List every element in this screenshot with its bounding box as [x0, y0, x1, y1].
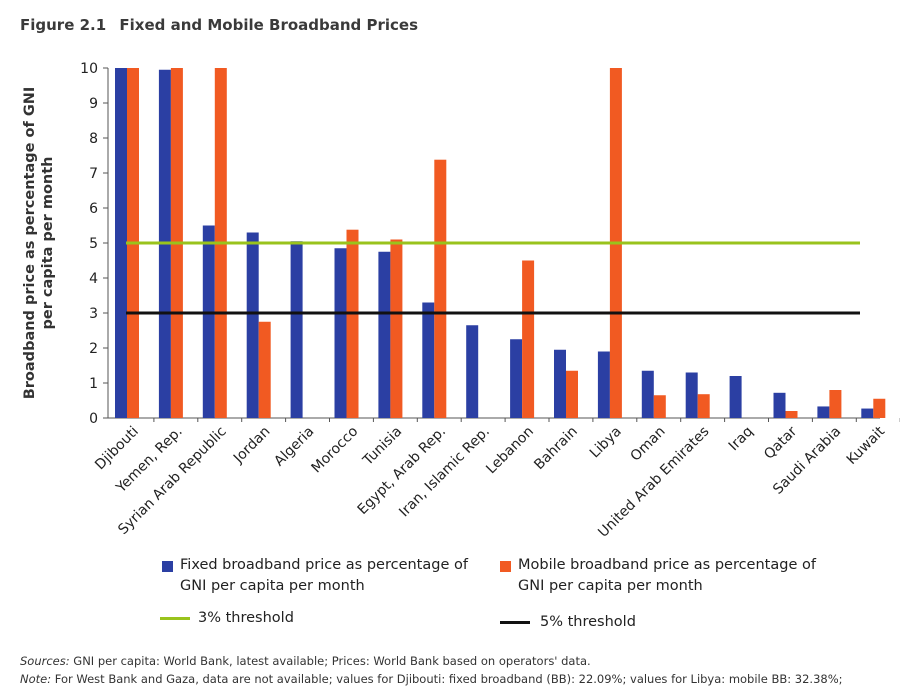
- figure-number: Figure 2.1: [20, 16, 107, 34]
- y-tick-label: 6: [89, 201, 98, 217]
- bar-fixed: [422, 302, 435, 418]
- y-tick-label: 7: [89, 166, 98, 182]
- x-tick-label: Qatar: [761, 423, 800, 462]
- y-tick-label: 1: [89, 376, 98, 392]
- y-tick-label: 0: [89, 411, 98, 427]
- x-tick-label: Libya: [587, 424, 625, 462]
- legend-mobile-label: Mobile broadband price as percentage of …: [518, 557, 816, 594]
- bar-fixed: [334, 248, 347, 418]
- figure-title-text: Fixed and Mobile Broadband Prices: [119, 16, 419, 34]
- y-tick-label: 9: [89, 96, 98, 112]
- bar-mobile: [346, 229, 359, 418]
- bar-fixed: [466, 325, 479, 418]
- bar-fixed: [773, 392, 786, 418]
- note-text: For West Bank and Gaza, data are not ava…: [54, 672, 843, 686]
- legend-mobile-swatch: [500, 561, 511, 572]
- bar-fixed: [378, 251, 391, 418]
- sources-label: Sources:: [20, 654, 70, 668]
- bar-mobile: [390, 239, 403, 418]
- bar-mobile: [653, 395, 666, 418]
- bar-fixed: [817, 406, 830, 418]
- bar-mobile: [829, 390, 842, 418]
- bar-mobile: [522, 260, 535, 418]
- x-tick-label: Bahrain: [531, 424, 581, 474]
- bar-fixed: [202, 225, 215, 418]
- bar-fixed: [729, 376, 742, 418]
- y-tick-label: 3: [89, 306, 98, 322]
- legend-threshold-black-label: 5% threshold: [540, 614, 636, 630]
- bar-mobile: [697, 394, 710, 418]
- x-tick-label: Kuwait: [844, 423, 889, 468]
- x-tick-label: Jordan: [230, 424, 274, 468]
- sources-note: Sources: GNI per capita: World Bank, lat…: [20, 654, 591, 668]
- bar-fixed: [115, 68, 127, 418]
- y-tick-label: 2: [89, 341, 98, 357]
- y-tick-label: 10: [80, 61, 98, 77]
- sources-text: GNI per capita: World Bank, latest avail…: [73, 654, 591, 668]
- bar-fixed: [510, 339, 523, 418]
- bar-mobile: [566, 370, 578, 418]
- footnote: Note: For West Bank and Gaza, data are n…: [20, 672, 843, 686]
- x-tick-label: Morocco: [309, 424, 362, 477]
- x-tick-label: Oman: [628, 424, 669, 465]
- bar-fixed: [290, 241, 303, 418]
- bar-mobile: [258, 321, 271, 418]
- bar-fixed: [861, 408, 874, 418]
- bar-mobile: [434, 159, 447, 418]
- x-tick-label: Iraq: [726, 424, 757, 455]
- y-tick-label: 5: [89, 236, 98, 252]
- bar-fixed: [554, 349, 566, 418]
- legend-threshold-black-swatch: [500, 621, 530, 624]
- bar-fixed: [246, 232, 259, 418]
- bar-fixed: [641, 370, 654, 418]
- bar-fixed: [597, 351, 610, 418]
- legend-threshold-green-swatch: [160, 617, 190, 620]
- legend-fixed-swatch: [162, 561, 173, 572]
- legend-fixed-label: Fixed broadband price as percentage of G…: [180, 557, 468, 594]
- bar-fixed: [685, 372, 698, 418]
- note-label: Note:: [20, 672, 52, 686]
- y-axis-label: Broadband price as percentage of GNI per …: [22, 87, 56, 400]
- legend-threshold-green-label: 3% threshold: [198, 610, 294, 626]
- figure-title: Figure 2.1 Fixed and Mobile Broadband Pr…: [20, 16, 418, 34]
- y-tick-label: 4: [89, 271, 98, 287]
- x-tick-label: Lebanon: [483, 424, 537, 478]
- bar-mobile: [873, 398, 886, 418]
- bar-mobile: [785, 411, 798, 418]
- y-tick-label: 8: [89, 131, 98, 147]
